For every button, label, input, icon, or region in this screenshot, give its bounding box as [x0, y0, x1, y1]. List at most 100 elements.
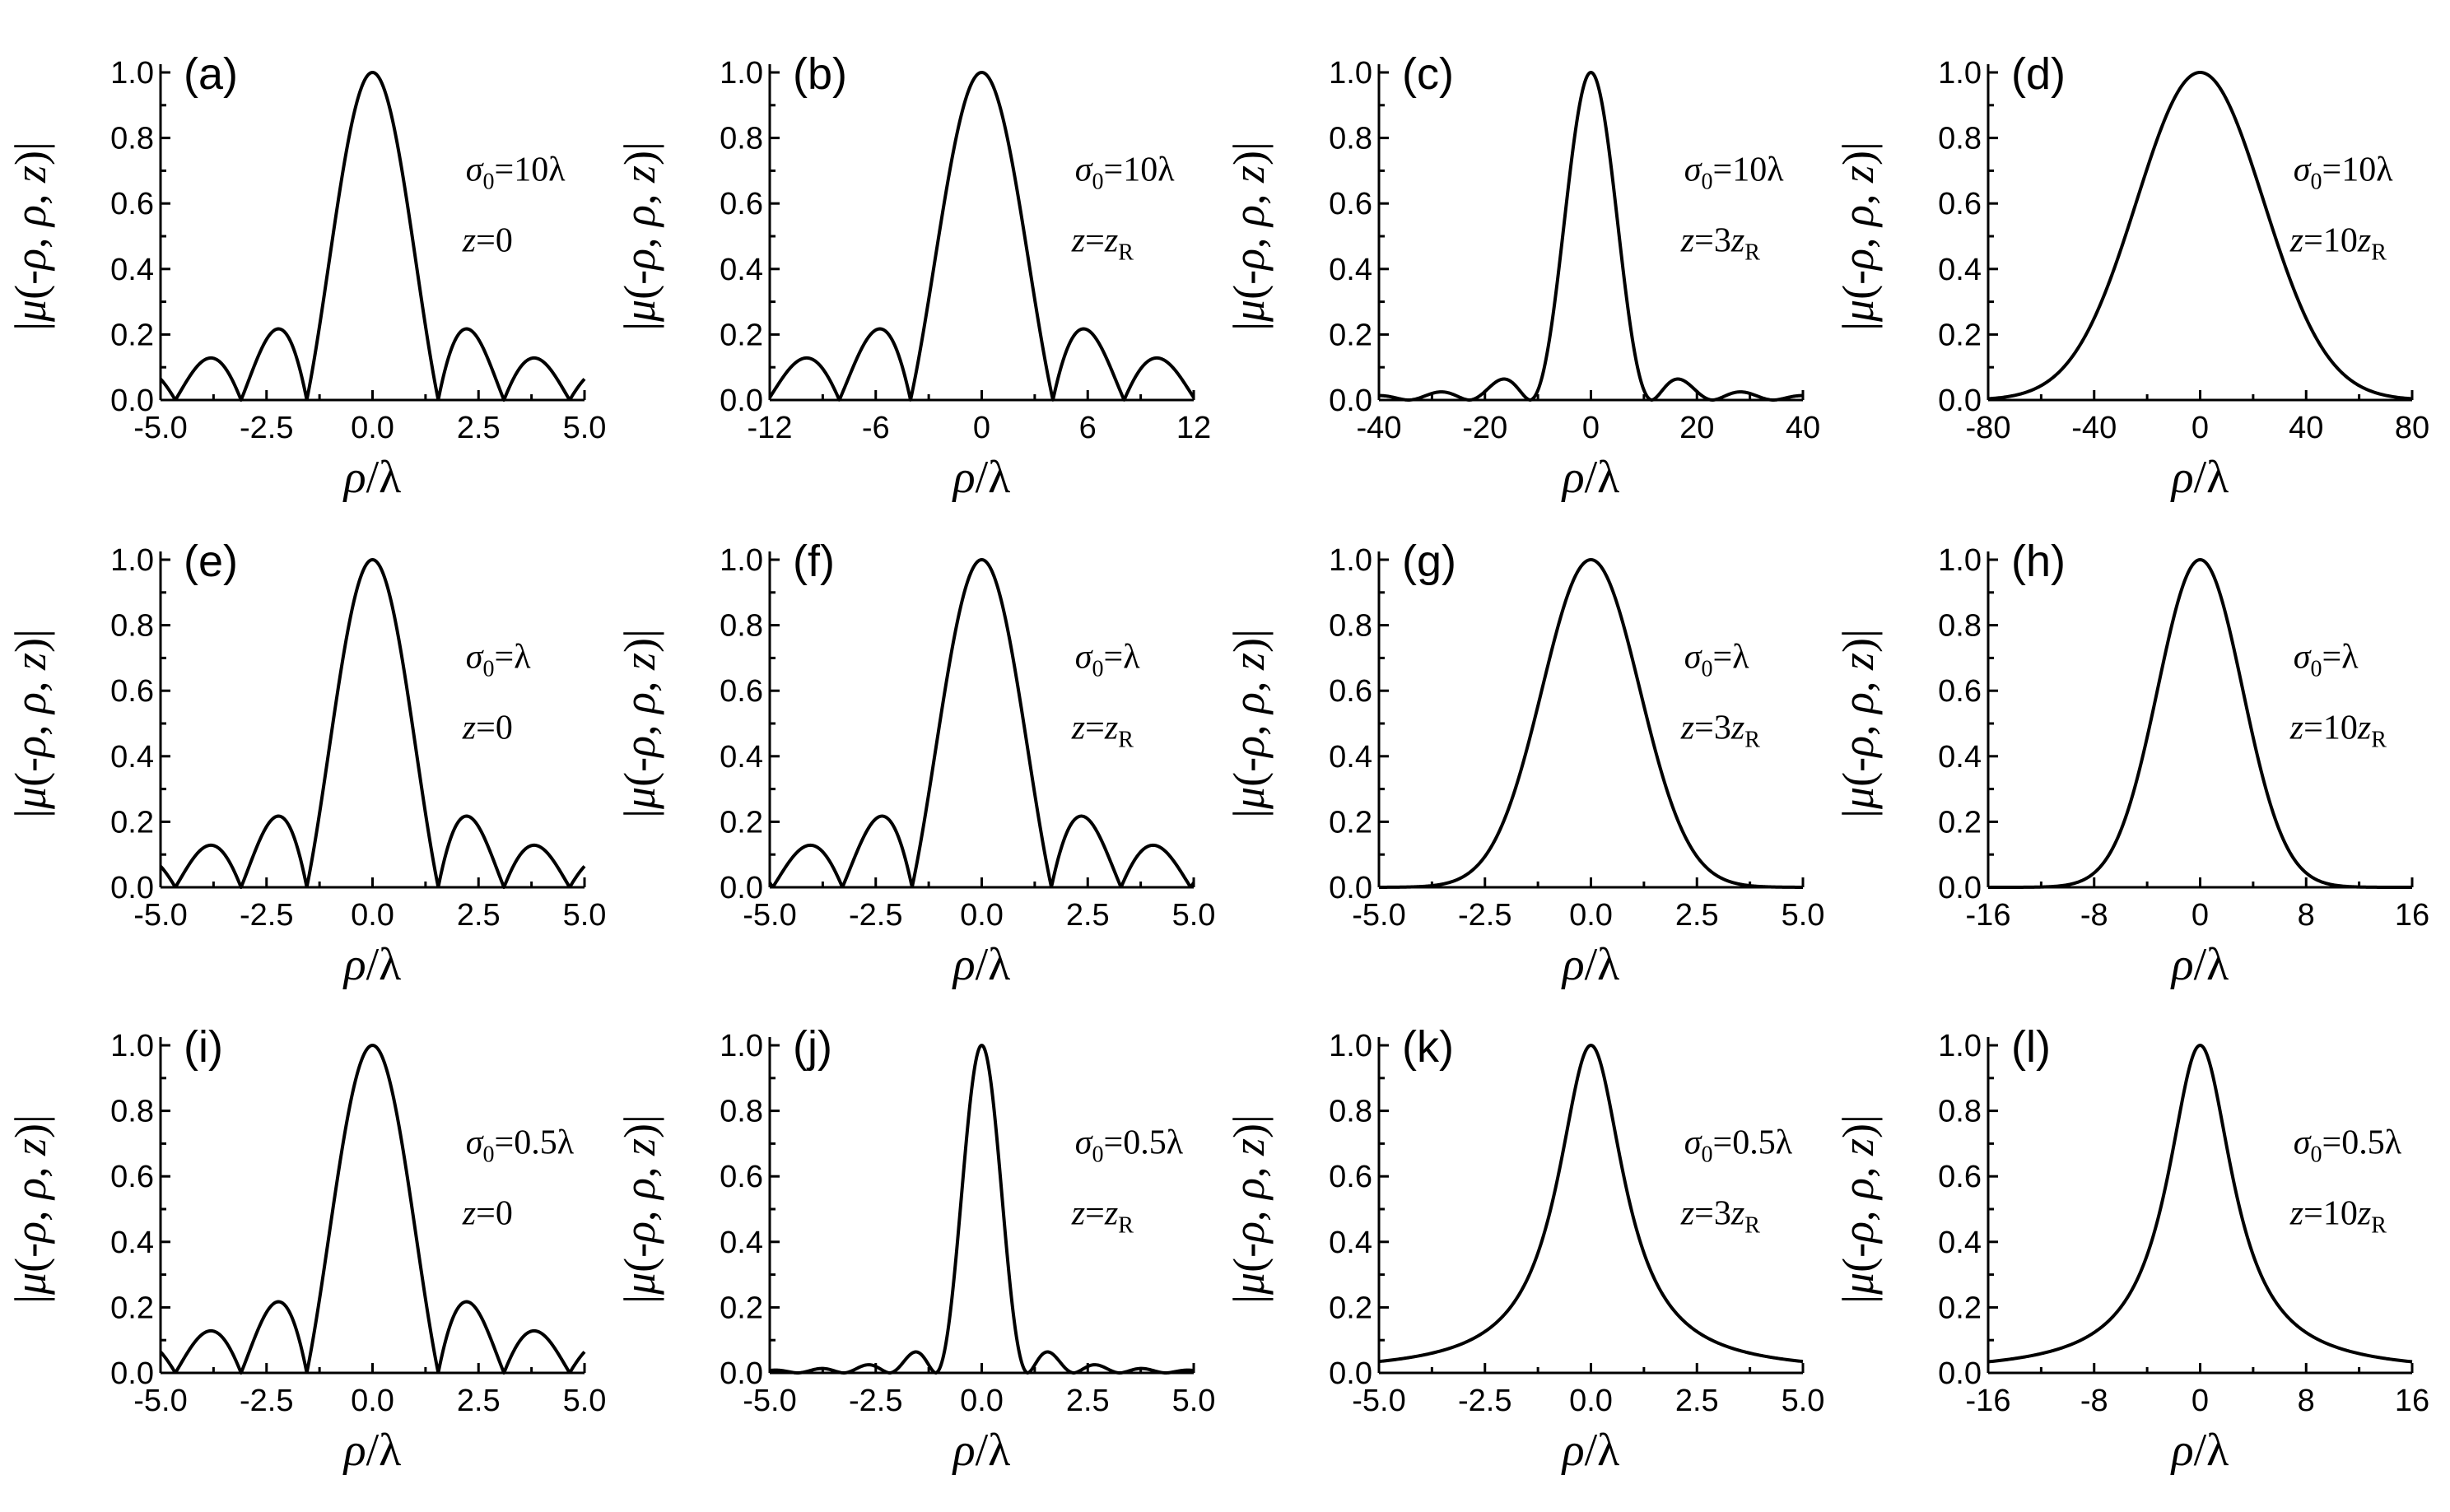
y-tick-label: 0.8: [720, 1095, 763, 1129]
x-axis-label: ρ/λ: [2170, 452, 2229, 503]
y-tick-label: 0.8: [110, 609, 154, 644]
y-tick-label: 0.4: [1329, 1226, 1372, 1260]
sigma-annotation: σ0=λ: [1684, 638, 1749, 682]
x-tick-label: 5.0: [563, 411, 607, 445]
x-tick-label: -2.5: [240, 898, 293, 933]
x-tick-label: 2.5: [1675, 898, 1719, 933]
y-tick-label: 1.0: [720, 543, 763, 578]
x-axis-label: ρ/λ: [342, 452, 402, 503]
y-tick-label: 0.0: [720, 871, 763, 905]
series-line: [159, 71, 586, 402]
x-tick-label: 0: [2191, 1384, 2209, 1418]
y-tick-label: 0.8: [720, 122, 763, 156]
panel-a: 0.0 0.2 0.4 0.6 0.8 1.0 -5.0 -2.5 0.0 2.5 5.0 (a) σ0…: [6, 49, 606, 503]
y-tick-label: 0.4: [110, 740, 154, 775]
panel-j: 0.0 0.2 0.4 0.6 0.8 1.0 -5.0 -2.5 0.0 2.5 5.0 (j) σ0…: [615, 1022, 1215, 1476]
y-tick-label: 0.2: [1329, 318, 1372, 352]
y-tick-label: 1.0: [110, 1029, 154, 1063]
panel-label: (f): [793, 537, 835, 586]
z-annotation: z=3zR: [1680, 221, 1760, 265]
y-tick-label: 0.8: [110, 122, 154, 156]
x-tick-label: 0.0: [351, 1384, 394, 1418]
y-tick-label: 1.0: [1938, 543, 1982, 578]
y-axis-label: |μ(-ρ, ρ, z)|: [1833, 142, 1883, 331]
y-tick-label: 0.2: [720, 1291, 763, 1325]
panel-b: 0.0 0.2 0.4 0.6 0.8 1.0 -12 -6 0 6 12 (b) σ0=10λ z=zR…: [615, 49, 1211, 503]
series-line: [159, 1044, 586, 1375]
y-axis-label: |μ(-ρ, ρ, z)|: [615, 1114, 664, 1304]
x-tick-label: 40: [1786, 411, 1820, 445]
y-tick-label: 0.0: [1938, 384, 1982, 418]
series-line: [769, 1044, 1195, 1375]
x-tick-label: 0: [2191, 898, 2209, 933]
x-axis-label: ρ/λ: [952, 452, 1011, 503]
sigma-annotation: σ0=0.5λ: [1075, 1124, 1184, 1167]
z-annotation: z=10zR: [2289, 221, 2387, 265]
y-tick-label: 0.6: [720, 1160, 763, 1194]
sigma-annotation: σ0=10λ: [466, 151, 566, 194]
y-axis-label: |μ(-ρ, ρ, z)|: [1833, 629, 1883, 818]
y-tick-label: 0.0: [1938, 1356, 1982, 1391]
y-tick-label: 0.6: [110, 674, 154, 709]
series-line: [159, 558, 586, 889]
z-annotation: z=0: [462, 221, 513, 259]
sigma-annotation: σ0=10λ: [2294, 151, 2393, 194]
x-tick-label: 5.0: [563, 898, 607, 933]
y-tick-label: 0.0: [110, 1356, 154, 1391]
x-tick-label: -2.5: [1458, 898, 1511, 933]
x-tick-label: 5.0: [1782, 898, 1825, 933]
panel-k: 0.0 0.2 0.4 0.6 0.8 1.0 -5.0 -2.5 0.0 2.5 5.0 (k) σ0…: [1224, 1022, 1824, 1476]
y-axis-label: |μ(-ρ, ρ, z)|: [6, 1114, 55, 1304]
x-tick-label: 0.0: [351, 898, 394, 933]
y-tick-label: 0.4: [1938, 740, 1982, 775]
x-axis-label: ρ/λ: [342, 939, 402, 990]
y-tick-label: 1.0: [110, 56, 154, 91]
y-tick-label: 0.8: [1329, 1095, 1372, 1129]
y-axis-label: |μ(-ρ, ρ, z)|: [6, 629, 55, 818]
panel-l: 0.0 0.2 0.4 0.6 0.8 1.0 -16 -8 0 8 16 (l) σ0=0.5λ z=1…: [1833, 1022, 2429, 1476]
series-line: [1987, 1044, 2413, 1364]
panel-label: (b): [793, 49, 847, 99]
sigma-annotation: σ0=0.5λ: [2294, 1124, 2402, 1167]
panel-label: (j): [793, 1022, 832, 1072]
panel-h: 0.0 0.2 0.4 0.6 0.8 1.0 -16 -8 0 8 16 (h) σ0=λ z=10zR…: [1833, 537, 2429, 990]
y-tick-label: 0.2: [1938, 1291, 1982, 1325]
y-tick-label: 1.0: [720, 1029, 763, 1063]
x-tick-label: 2.5: [457, 898, 501, 933]
x-axis-label: ρ/λ: [952, 1425, 1011, 1476]
sigma-annotation: σ0=λ: [2294, 638, 2359, 682]
x-tick-label: 0: [2191, 411, 2209, 445]
y-tick-label: 0.2: [110, 805, 154, 840]
x-tick-label: 2.5: [457, 1384, 501, 1418]
panel-label: (i): [184, 1022, 223, 1072]
panel-f: 0.0 0.2 0.4 0.6 0.8 1.0 -5.0 -2.5 0.0 2.5 5.0 (f) σ0…: [615, 537, 1215, 990]
panel-label: (e): [184, 537, 238, 586]
x-tick-label: -2.5: [849, 1384, 902, 1418]
y-tick-label: 0.4: [110, 1226, 154, 1260]
y-tick-label: 1.0: [1329, 1029, 1372, 1063]
y-tick-label: 0.2: [1329, 1291, 1372, 1325]
x-tick-label: 2.5: [1066, 898, 1110, 933]
y-tick-label: 1.0: [110, 543, 154, 578]
y-tick-label: 0.2: [110, 318, 154, 352]
panel-label: (d): [2011, 49, 2066, 99]
y-tick-label: 0.0: [110, 871, 154, 905]
x-tick-label: -16: [1966, 898, 2011, 933]
series-line: [1378, 71, 1804, 402]
x-tick-label: -80: [1966, 411, 2011, 445]
y-tick-label: 0.4: [720, 1226, 763, 1260]
sigma-annotation: σ0=λ: [466, 638, 531, 682]
z-annotation: z=zR: [1071, 1194, 1134, 1238]
y-tick-label: 0.4: [1938, 253, 1982, 287]
panel-label: (a): [184, 49, 238, 99]
panel-d: 0.0 0.2 0.4 0.6 0.8 1.0 -80 -40 0 40 80 (d) σ0=10λ z=…: [1833, 49, 2429, 503]
x-tick-label: 0.0: [1569, 1384, 1613, 1418]
panel-g: 0.0 0.2 0.4 0.6 0.8 1.0 -5.0 -2.5 0.0 2.5 5.0 (g) σ0…: [1224, 537, 1824, 990]
z-annotation: z=3zR: [1680, 709, 1760, 752]
y-tick-label: 0.0: [1329, 1356, 1372, 1391]
panel-label: (g): [1402, 537, 1456, 586]
x-tick-label: 0.0: [1569, 898, 1613, 933]
x-tick-label: -2.5: [1458, 1384, 1511, 1418]
x-tick-label: 2.5: [1675, 1384, 1719, 1418]
